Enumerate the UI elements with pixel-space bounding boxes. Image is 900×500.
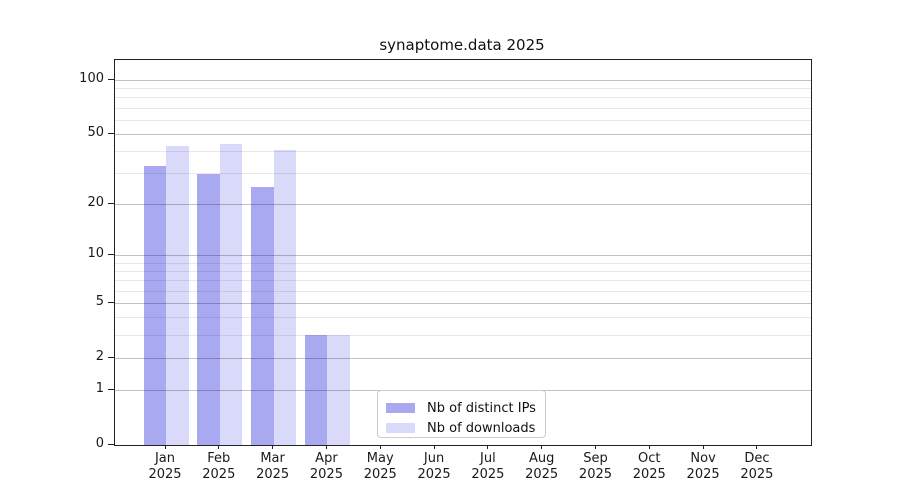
plot-area	[114, 59, 812, 446]
legend: Nb of distinct IPs Nb of downloads	[377, 390, 546, 438]
legend-label-downloads: Nb of downloads	[427, 420, 536, 436]
gridline-minor	[115, 262, 811, 264]
bar-distinct-ips	[143, 166, 166, 445]
y-tick-mark	[108, 78, 114, 80]
y-tick-label: 2	[95, 349, 104, 365]
x-tick-label: Jul 2025	[471, 451, 505, 482]
x-tick-label: Mar 2025	[256, 451, 290, 482]
bar-distinct-ips	[197, 173, 220, 445]
gridline-minor	[115, 107, 811, 109]
gridline-minor	[115, 150, 811, 152]
bar-downloads	[219, 144, 243, 445]
x-tick-label: Oct 2025	[632, 451, 666, 482]
gridline-minor	[115, 270, 811, 272]
x-tick-mark	[541, 445, 543, 449]
gridline-minor	[115, 87, 811, 89]
x-tick-mark	[164, 445, 166, 449]
legend-swatch-distinct-ips	[386, 403, 415, 413]
gridline-minor	[115, 290, 811, 292]
y-tick-label: 100	[79, 71, 104, 87]
x-tick-label: Jun 2025	[417, 451, 451, 482]
y-tick-mark	[108, 132, 114, 134]
gridline-minor	[115, 334, 811, 336]
x-tick-label: Feb 2025	[202, 451, 236, 482]
legend-item-distinct-ips: Nb of distinct IPs	[378, 398, 545, 418]
x-tick-label: Apr 2025	[309, 451, 343, 482]
y-tick-mark	[108, 253, 114, 255]
gridline-minor	[115, 119, 811, 121]
y-tick-label: 0	[95, 436, 104, 451]
x-tick-mark	[756, 445, 758, 449]
legend-swatch-downloads	[386, 423, 415, 433]
x-tick-mark	[218, 445, 220, 449]
x-tick-label: Nov 2025	[686, 451, 720, 482]
bar-downloads	[166, 145, 189, 445]
gridline-major	[115, 254, 811, 256]
bar-distinct-ips	[251, 187, 274, 445]
gridline-major	[115, 133, 811, 135]
y-tick-mark	[108, 301, 114, 303]
y-tick-mark	[108, 202, 114, 204]
gridline-major	[115, 203, 811, 205]
gridline-minor	[115, 97, 811, 99]
y-tick-label: 10	[87, 246, 104, 262]
x-tick-mark	[648, 445, 650, 449]
gridline-minor	[115, 280, 811, 282]
gridline-major	[115, 79, 811, 81]
x-tick-mark	[702, 445, 704, 449]
x-tick-label: Aug 2025	[525, 451, 559, 482]
x-tick-mark	[379, 445, 381, 449]
y-tick-mark	[108, 388, 114, 390]
x-tick-label: May 2025	[363, 451, 397, 482]
legend-label-distinct-ips: Nb of distinct IPs	[427, 400, 536, 416]
x-tick-mark	[433, 445, 435, 449]
x-tick-label: Jan 2025	[148, 451, 182, 482]
gridline-minor	[115, 173, 811, 175]
y-tick-label: 5	[95, 294, 104, 310]
chart-title: synaptome.data 2025	[379, 36, 545, 54]
x-tick-mark	[272, 445, 274, 449]
x-tick-mark	[325, 445, 327, 449]
x-tick-label: Dec 2025	[740, 451, 774, 482]
y-tick-mark	[108, 356, 114, 358]
y-tick-label: 1	[95, 381, 104, 397]
x-tick-label: Sep 2025	[578, 451, 613, 482]
y-tick-label: 20	[87, 195, 104, 211]
x-tick-mark	[487, 445, 489, 449]
y-tick-label: 50	[87, 125, 104, 141]
y-tick-mark	[108, 443, 114, 445]
gridline-minor	[115, 317, 811, 319]
gridline-major	[115, 357, 811, 359]
bar-downloads	[273, 149, 297, 445]
gridline-major	[115, 302, 811, 304]
grid-layer	[115, 60, 811, 445]
legend-item-downloads: Nb of downloads	[378, 418, 545, 438]
x-tick-mark	[594, 445, 596, 449]
